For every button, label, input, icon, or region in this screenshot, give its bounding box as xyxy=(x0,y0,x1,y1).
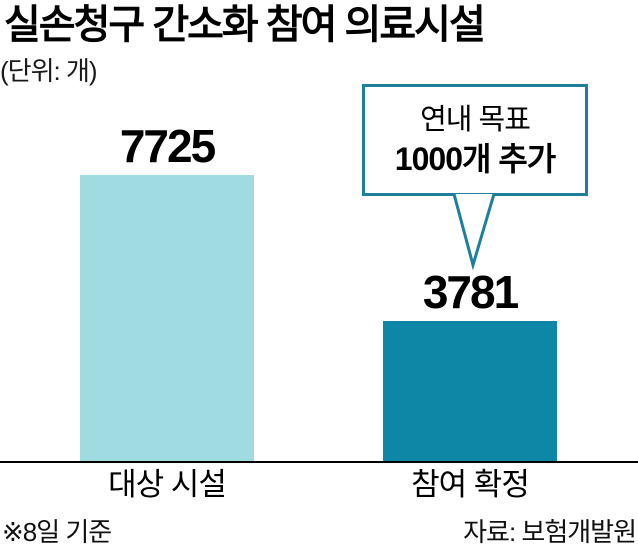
bar-target-facilities xyxy=(80,175,254,461)
bar-value-label: 3781 xyxy=(422,266,519,318)
source-credit: 자료: 보험개발원 xyxy=(463,517,637,547)
bar-group-confirmed-participation: 3781 xyxy=(383,269,557,461)
category-label-confirmed-participation: 참여 확정 xyxy=(411,467,530,502)
callout-tail-pointer-icon xyxy=(452,193,496,271)
footnote: ※8일 기준 xyxy=(2,517,112,547)
callout-annotation: 연내 목표 1000개 추가 xyxy=(362,84,588,196)
x-axis-line xyxy=(0,461,638,463)
bar-confirmed-participation xyxy=(383,321,557,461)
callout-text-line2: 1000개 추가 xyxy=(394,141,556,177)
chart-title: 실손청구 간소화 참여 의료시설 xyxy=(4,3,486,47)
callout-text-line1: 연내 목표 xyxy=(420,104,531,136)
bar-group-target-facilities: 7725 xyxy=(80,123,254,461)
bar-value-label: 7725 xyxy=(119,120,216,172)
unit-label: (단위: 개) xyxy=(0,56,98,86)
category-label-target-facilities: 대상 시설 xyxy=(108,467,227,502)
